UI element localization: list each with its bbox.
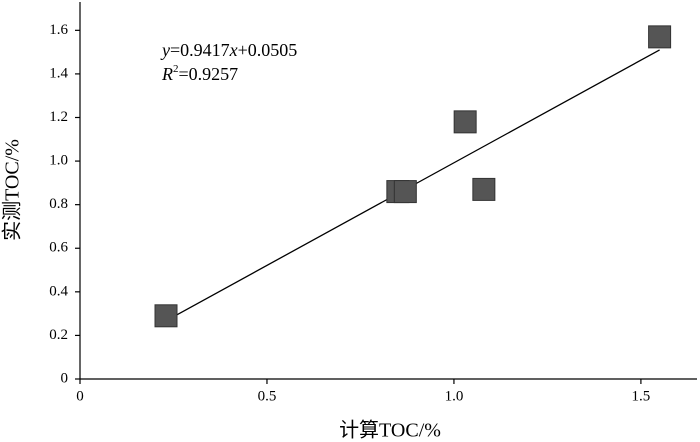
r2-part: R: [161, 64, 173, 84]
r-squared: R2=0.9257: [161, 63, 238, 85]
eq-part: +0.0505: [238, 40, 298, 60]
y-tick-label: 1.4: [49, 65, 68, 81]
point: [154, 304, 178, 328]
eq-part: =0.9417: [170, 40, 230, 60]
x-tick-label: 1.5: [632, 388, 651, 404]
x-tick-label: 1.0: [445, 388, 464, 404]
y-axis-title: 实测TOC/%: [1, 139, 24, 241]
y-tick-label: 0.2: [49, 327, 68, 343]
y-tick-label: 0.6: [49, 240, 68, 256]
y-tick-label: 0.8: [49, 196, 68, 212]
y-tick-label: 0: [61, 370, 69, 386]
point: [393, 180, 417, 204]
r2-part: 2: [173, 63, 179, 75]
y-tick-label: 1.6: [49, 22, 68, 38]
y-tick-label: 1.0: [49, 153, 68, 169]
eq-part: x: [229, 40, 238, 60]
eq-part: y: [160, 40, 170, 60]
x-tick-label: 0: [76, 388, 84, 404]
point: [453, 110, 477, 134]
y-tick-label: 1.2: [49, 109, 68, 125]
y-tick-label: 0.4: [49, 283, 68, 299]
x-axis-title: 计算TOC/%: [339, 419, 441, 442]
point: [648, 25, 672, 49]
r2-part: =0.9257: [179, 64, 239, 84]
x-tick-label: 0.5: [258, 388, 277, 404]
equation: y=0.9417x+0.0505: [160, 40, 297, 60]
point: [472, 177, 496, 201]
